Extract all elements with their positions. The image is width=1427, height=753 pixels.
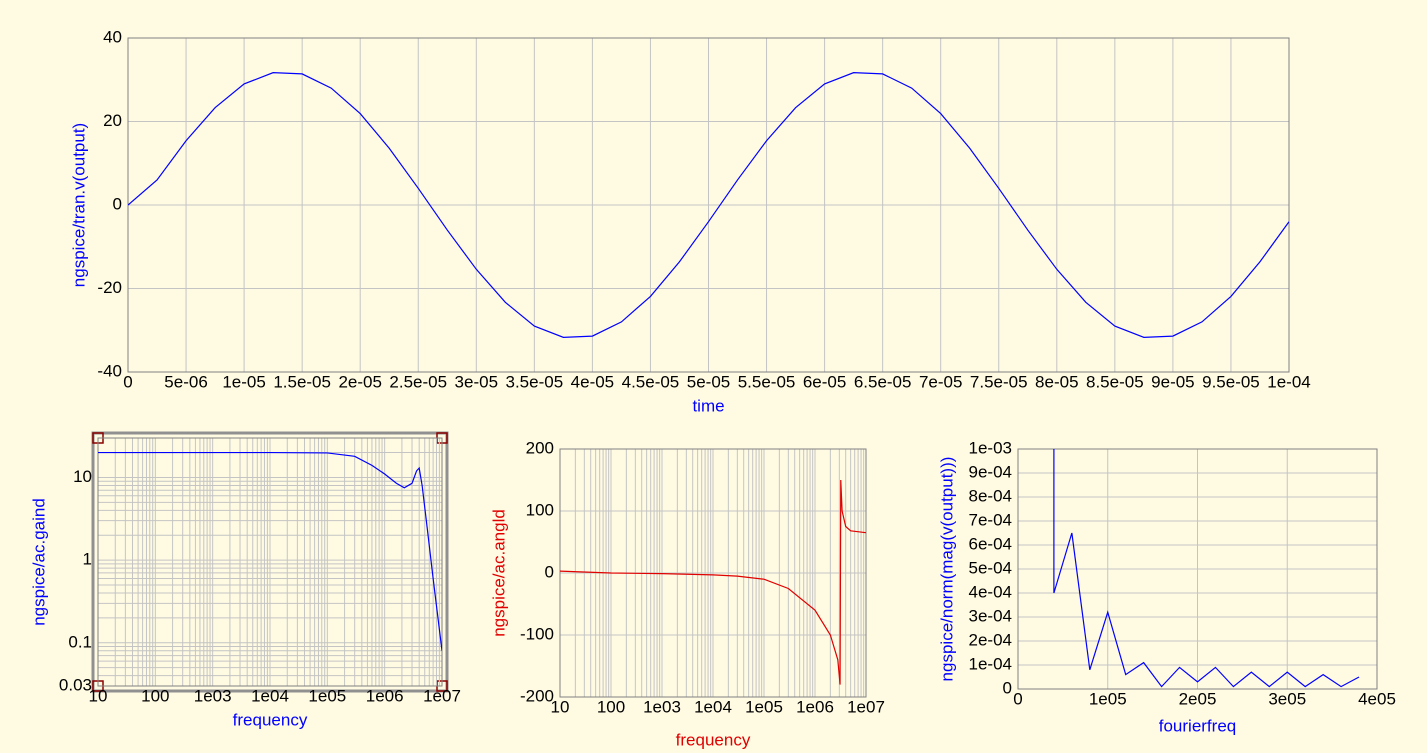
x-tick-label: 1e06 <box>366 686 404 705</box>
x-tick-label: 7e-05 <box>919 372 962 391</box>
x-tick-label: 6e-05 <box>803 372 846 391</box>
x-tick-label: 5e-06 <box>164 372 207 391</box>
x-tick-label: 1e05 <box>1089 689 1127 708</box>
x-tick-label: 4e05 <box>1358 689 1396 708</box>
x-tick-label: 2e05 <box>1179 689 1217 708</box>
y-tick-label: 4e-04 <box>969 582 1012 601</box>
x-tick-label: 1e04 <box>694 697 732 716</box>
x-axis-label: frequency <box>233 710 308 729</box>
series-line <box>128 72 1289 338</box>
x-tick-label: 3.5e-05 <box>506 372 564 391</box>
x-tick-label: 6.5e-05 <box>854 372 912 391</box>
x-tick-label: 4.5e-05 <box>622 372 680 391</box>
x-tick-label: 9.5e-05 <box>1202 372 1260 391</box>
selection-frame <box>91 431 449 693</box>
x-tick-label: 1e03 <box>194 686 232 705</box>
y-tick-label: 5e-04 <box>969 558 1012 577</box>
y-tick-label: 10 <box>73 467 92 486</box>
y-tick-label: -100 <box>520 624 554 643</box>
x-tick-label: 1e07 <box>847 697 885 716</box>
y-axis-label: ngspice/ac.gaind <box>29 498 48 626</box>
y-tick-label: 100 <box>526 500 554 519</box>
y-tick-label: 6e-04 <box>969 534 1012 553</box>
x-axis-label: time <box>692 396 724 415</box>
x-tick-label: 2.5e-05 <box>389 372 447 391</box>
x-tick-label: 1e06 <box>796 697 834 716</box>
y-tick-label: 3e-04 <box>969 606 1012 625</box>
x-tick-label: 100 <box>141 686 169 705</box>
y-tick-label: 1e-04 <box>969 654 1012 673</box>
x-tick-label: 1e-04 <box>1267 372 1310 391</box>
y-tick-label: 200 <box>526 438 554 457</box>
y-tick-label: 0 <box>1003 678 1012 697</box>
y-tick-label: 0 <box>113 194 122 213</box>
y-axis-label: ngspice/tran.v(output) <box>69 123 88 287</box>
x-axis-label: fourierfreq <box>1159 716 1236 735</box>
y-tick-label: 1e-03 <box>969 438 1012 457</box>
x-tick-label: 3e-05 <box>455 372 498 391</box>
y-tick-label: 9e-04 <box>969 462 1012 481</box>
plot-frame <box>1017 448 1378 690</box>
x-tick-label: 0 <box>1013 689 1022 708</box>
y-tick-label: 40 <box>103 27 122 46</box>
y-tick-label: 0.03 <box>59 675 92 694</box>
x-tick-label: 9e-05 <box>1151 372 1194 391</box>
x-tick-label: 1e07 <box>423 686 461 705</box>
x-tick-label: 3e05 <box>1268 689 1306 708</box>
y-tick-label: 1 <box>83 550 92 569</box>
x-tick-label: 1e05 <box>745 697 783 716</box>
x-tick-label: 100 <box>597 697 625 716</box>
y-axis-label: ngspice/norm(mag(v(output))) <box>937 457 956 682</box>
x-tick-label: 1e03 <box>643 697 681 716</box>
x-tick-label: 4e-05 <box>571 372 614 391</box>
x-tick-label: 1e04 <box>251 686 289 705</box>
x-tick-label: 0 <box>123 372 132 391</box>
y-tick-label: 8e-04 <box>969 486 1012 505</box>
x-tick-label: 5e-05 <box>687 372 730 391</box>
y-tick-label: 20 <box>103 111 122 130</box>
y-tick-label: 0.1 <box>68 632 92 651</box>
y-tick-label: -200 <box>520 686 554 705</box>
y-tick-label: -20 <box>97 278 122 297</box>
series-line <box>1053 449 1360 688</box>
x-axis-label: frequency <box>676 730 751 749</box>
x-tick-label: 8.5e-05 <box>1086 372 1144 391</box>
x-tick-label: 5.5e-05 <box>738 372 796 391</box>
x-tick-label: 10 <box>89 686 108 705</box>
x-tick-label: 1e05 <box>308 686 346 705</box>
plot-frame <box>559 448 867 698</box>
x-tick-label: 1e-05 <box>222 372 265 391</box>
y-tick-label: 2e-04 <box>969 630 1012 649</box>
y-tick-label: -40 <box>97 361 122 380</box>
x-tick-label: 1.5e-05 <box>273 372 331 391</box>
series-line <box>560 479 866 685</box>
x-tick-label: 2e-05 <box>338 372 381 391</box>
y-axis-label: ngspice/ac.angld <box>489 509 508 637</box>
x-tick-label: 7.5e-05 <box>970 372 1028 391</box>
plot-frame <box>97 437 443 687</box>
x-tick-label: 10 <box>551 697 570 716</box>
y-tick-label: 0 <box>545 562 554 581</box>
x-tick-label: 8e-05 <box>1035 372 1078 391</box>
y-tick-label: 7e-04 <box>969 510 1012 529</box>
series-line <box>98 451 442 651</box>
